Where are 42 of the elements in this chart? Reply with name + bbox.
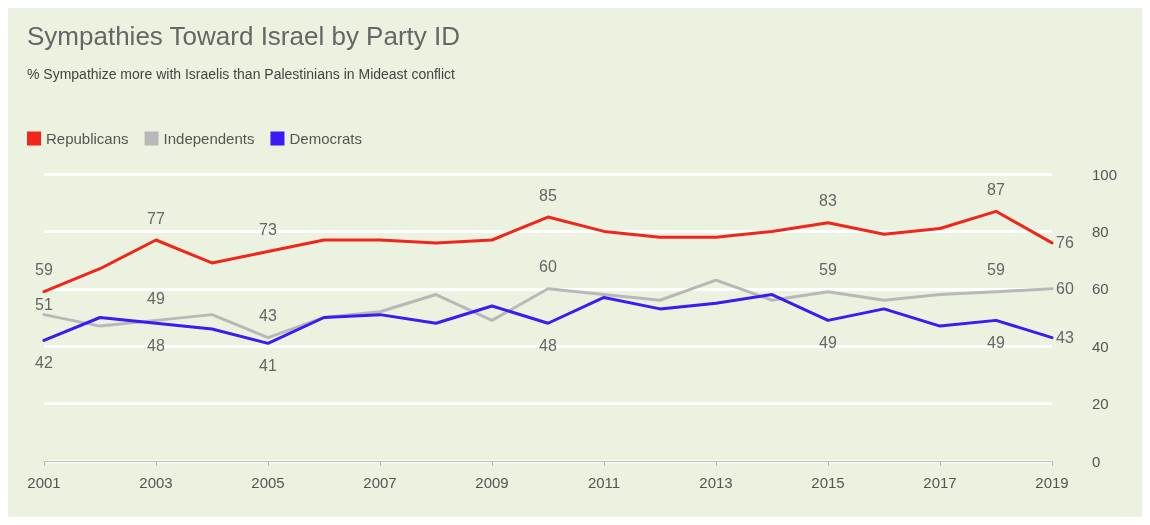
x-tick-label: 2019 [1035,474,1069,491]
data-label: 49 [987,333,1005,351]
data-label: 51 [35,296,53,314]
data-label: 87 [987,180,1005,198]
data-label: 59 [819,261,837,279]
x-tick-label: 2005 [251,474,285,491]
data-label: 41 [259,356,277,374]
data-label: 48 [147,336,165,354]
data-label: 42 [35,353,53,371]
data-label: 43 [1056,329,1074,347]
data-label: 85 [539,186,557,204]
data-label: 60 [1056,280,1074,298]
y-tick-label: 80 [1092,222,1109,240]
data-label: 48 [539,336,557,354]
data-label: 43 [259,307,277,325]
data-label: 83 [819,192,837,210]
x-tick-label: 2001 [27,474,61,491]
y-tick-label: 0 [1092,452,1101,470]
y-tick-label: 40 [1092,337,1109,355]
x-tick-label: 2009 [475,474,509,491]
y-tick-label: 20 [1092,395,1109,413]
x-tick-label: 2011 [587,474,621,491]
y-tick-label: 60 [1092,280,1109,298]
data-label: 49 [147,289,165,307]
data-label: 59 [987,261,1005,279]
data-label: 59 [35,261,53,279]
data-label: 49 [819,333,837,351]
data-label: 76 [1056,234,1074,252]
data-label: 60 [539,258,557,276]
x-tick-label: 2017 [923,474,957,491]
legend-label: Democrats [289,130,362,147]
x-tick-label: 2003 [139,474,173,491]
chart-subtitle: % Sympathize more with Israelis than Palestinians in Mideast conflict [27,66,456,82]
legend-label: Republicans [46,130,129,147]
x-tick-label: 2007 [363,474,397,491]
data-label: 77 [147,209,165,227]
legend-label: Independents [163,130,255,147]
data-label: 73 [259,220,277,238]
x-tick-label: 2015 [811,474,845,491]
x-tick-label: 2013 [699,474,733,491]
chart-title: Sympathies Toward Israel by Party ID [27,21,461,51]
y-tick-label: 100 [1092,165,1118,183]
